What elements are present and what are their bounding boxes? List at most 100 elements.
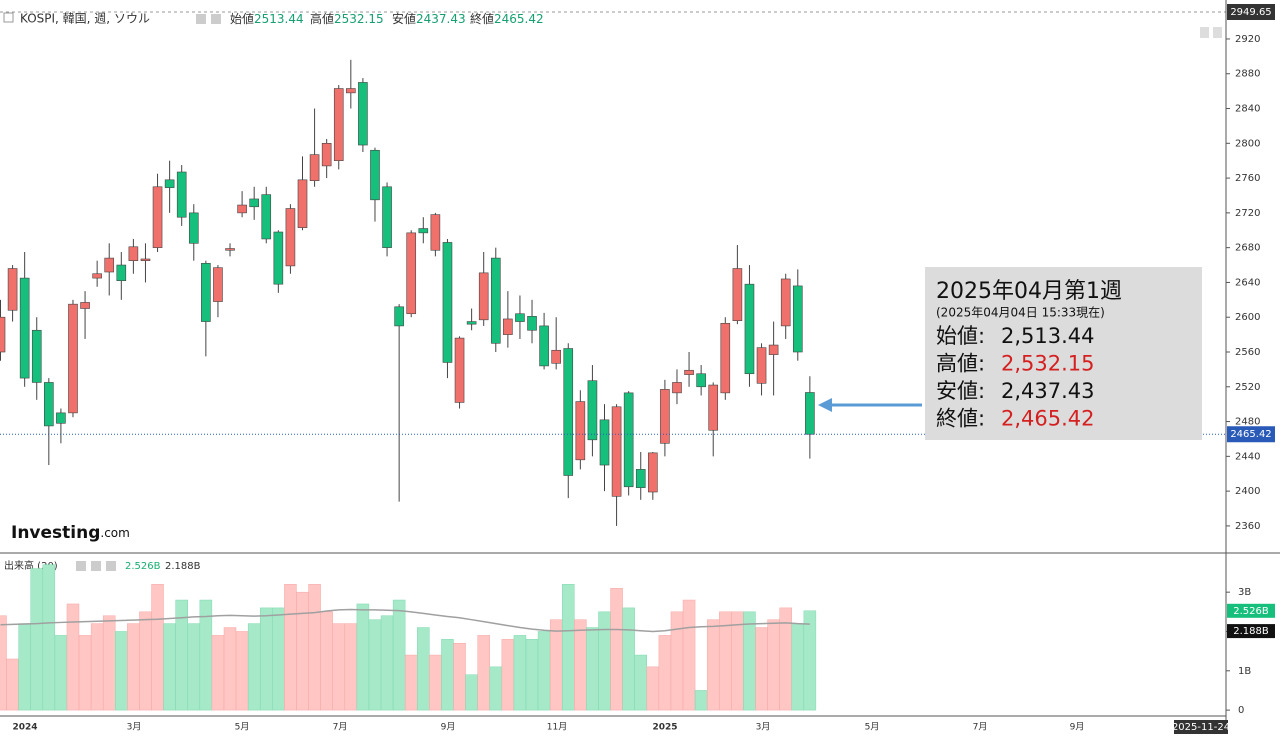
volume-bar bbox=[731, 611, 744, 711]
volume-tick-label: 0 bbox=[1238, 705, 1244, 716]
candle-body bbox=[527, 316, 537, 331]
volume-bar bbox=[344, 623, 358, 711]
volume-bar bbox=[429, 654, 442, 711]
x-tick-label: 2024 bbox=[12, 723, 37, 733]
volume-last-box bbox=[1227, 603, 1275, 618]
volume-bar bbox=[417, 627, 430, 711]
volume-bar bbox=[0, 615, 7, 711]
candle-body bbox=[406, 232, 417, 315]
y-tick-label: 2760 bbox=[1235, 173, 1260, 184]
y-tick-label: 2560 bbox=[1235, 347, 1260, 358]
volume-bar bbox=[54, 635, 68, 711]
volume-bar bbox=[453, 643, 466, 711]
logo: Investing.com bbox=[11, 523, 130, 543]
y-tick-label: 2440 bbox=[1235, 451, 1260, 462]
candle-body bbox=[503, 318, 513, 335]
volume-bar bbox=[646, 666, 660, 711]
x-tick-label: 9月 bbox=[1070, 722, 1085, 733]
candle-body bbox=[237, 204, 247, 214]
ohlc-label: 終値 bbox=[470, 11, 494, 26]
ohlc-label: 安値 bbox=[392, 11, 416, 26]
volume-ma: 2.188B bbox=[1233, 626, 1269, 637]
info-value: 2,437.43 bbox=[1001, 379, 1095, 403]
candle-body bbox=[68, 303, 78, 414]
ohlc-value: 2465.42 bbox=[494, 12, 544, 26]
candle-body bbox=[31, 329, 42, 383]
icon[interactable] bbox=[76, 561, 86, 571]
ohlc-header: 始値2513.44 bbox=[230, 11, 304, 26]
volume-bar bbox=[791, 623, 805, 711]
volume-bar bbox=[18, 623, 31, 711]
candle-body bbox=[635, 469, 646, 488]
candle-body bbox=[466, 321, 477, 325]
candle-body bbox=[176, 171, 187, 218]
symbol: KOSPI, 韓国, 週, ソウル bbox=[20, 12, 150, 26]
candle-body bbox=[454, 337, 465, 403]
candle-body bbox=[708, 384, 719, 431]
x-tick-label: 11月 bbox=[547, 722, 567, 733]
volume-bar bbox=[477, 635, 490, 711]
candle-body bbox=[720, 323, 731, 394]
x-tick-label: 7月 bbox=[333, 722, 348, 733]
candle-body bbox=[19, 277, 30, 379]
candle-body bbox=[430, 214, 441, 251]
volume-bar bbox=[634, 654, 647, 711]
info-value: 2,532.15 bbox=[1001, 352, 1095, 376]
volume-bar bbox=[755, 627, 768, 711]
icon[interactable] bbox=[196, 14, 206, 24]
volume-bar bbox=[272, 607, 285, 711]
volume-bar bbox=[513, 635, 527, 711]
candle-body bbox=[563, 348, 574, 476]
y-tick-label: 2880 bbox=[1235, 69, 1260, 80]
candle-body bbox=[599, 419, 610, 466]
volume-bar bbox=[332, 623, 345, 711]
volume-bar bbox=[175, 599, 188, 711]
ohlc-header: 終値2465.42 bbox=[470, 11, 544, 26]
volume-bar bbox=[465, 674, 478, 711]
candle-body bbox=[539, 325, 549, 367]
volume-bar bbox=[368, 619, 382, 711]
candle-body bbox=[696, 373, 706, 388]
info-subtitle: (2025年04月04日 15:33現在) bbox=[936, 306, 1105, 320]
candle-body bbox=[732, 268, 743, 321]
ohlc-header: 安値2437.43 bbox=[392, 11, 466, 26]
candle-body bbox=[768, 344, 779, 355]
y-tick-label: 2720 bbox=[1235, 208, 1260, 219]
volume-bar bbox=[284, 584, 297, 711]
volume-bar bbox=[115, 631, 128, 711]
volume-bar bbox=[187, 623, 201, 711]
candle-body bbox=[370, 149, 380, 201]
volume-bar bbox=[670, 611, 684, 711]
end-date-box bbox=[1174, 720, 1228, 734]
ohlc-header: 高値2532.15 bbox=[310, 11, 384, 26]
candle-body bbox=[611, 406, 622, 497]
icon[interactable] bbox=[106, 561, 116, 571]
info-value: 2,465.42 bbox=[1001, 407, 1095, 431]
last-price: 2465.42 bbox=[1230, 429, 1271, 440]
last-price-box bbox=[1227, 426, 1275, 443]
volume-bar bbox=[320, 611, 333, 711]
collapse-icon[interactable] bbox=[3, 12, 14, 23]
volume-tick-label: 3B bbox=[1238, 587, 1251, 598]
icon[interactable] bbox=[1213, 27, 1222, 38]
ohlc-label: 始値 bbox=[230, 11, 254, 26]
candle-body bbox=[442, 242, 453, 363]
candle-body bbox=[805, 392, 815, 435]
volume-bar bbox=[694, 690, 708, 711]
candle-body bbox=[273, 231, 284, 285]
volume-last-label: 2.526B bbox=[125, 561, 161, 572]
candle-body bbox=[648, 452, 658, 493]
icon[interactable] bbox=[91, 561, 101, 571]
candle-body bbox=[128, 246, 139, 261]
icon[interactable] bbox=[211, 14, 221, 24]
icon[interactable] bbox=[1200, 27, 1209, 38]
volume-bar bbox=[610, 587, 623, 711]
info-rows: 始値: 2,513.44 高値: 2,532.15 安値: 2,437.43 終値: 2,46… bbox=[936, 324, 1095, 431]
candle-body bbox=[346, 88, 356, 94]
candle-body bbox=[56, 412, 66, 424]
candle-body bbox=[358, 82, 368, 146]
candle-body bbox=[515, 313, 525, 322]
candle-body bbox=[309, 154, 320, 181]
candle-body bbox=[575, 401, 586, 461]
candle-body bbox=[188, 212, 199, 244]
